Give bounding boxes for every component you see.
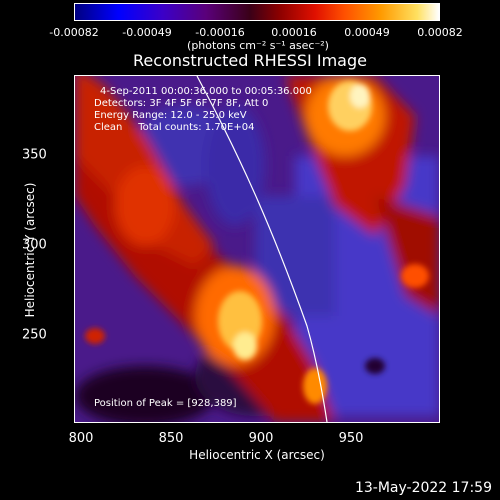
y-tick-label: 250 <box>22 327 47 343</box>
rhessi-image <box>74 75 440 423</box>
y-tick-label: 350 <box>22 147 47 163</box>
colorbar <box>74 3 440 21</box>
colorbar-tick-label: -0.00016 <box>195 26 245 39</box>
colorbar-tick-label: -0.00082 <box>49 26 99 39</box>
y-axis-label: Heliocentric Y (arcsec) <box>23 182 37 318</box>
image-title: Reconstructed RHESSI Image <box>133 51 367 70</box>
x-tick-label: 850 <box>158 431 184 446</box>
colorbar-tick-label: -0.00049 <box>122 26 172 39</box>
colorbar-units: (photons cm⁻² s⁻¹ asec⁻²) <box>187 39 329 52</box>
y-tick-label: 300 <box>22 237 47 253</box>
x-tick-label: 900 <box>248 431 274 446</box>
x-tick-label: 950 <box>338 431 364 446</box>
time-range-text: 4-Sep-2011 00:00:36.000 to 00:05:36.000 <box>100 86 312 97</box>
rhessi-image-heatmap <box>75 76 439 422</box>
x-axis-label: Heliocentric X (arcsec) <box>189 448 325 462</box>
energy-range-text: Energy Range: 12.0 - 25.0 keV <box>94 110 247 121</box>
clean-counts-text: Clean Total counts: 1.70E+04 <box>94 122 255 133</box>
generation-timestamp: 13-May-2022 17:59 <box>354 480 492 496</box>
colorbar-tick-label: 0.00082 <box>417 26 463 39</box>
colorbar-tick-label: 0.00049 <box>344 26 390 39</box>
colorbar-tick-label: 0.00016 <box>271 26 317 39</box>
colorbar-gradient <box>75 4 439 20</box>
solar-limb-line <box>196 76 328 422</box>
peak-position-text: Position of Peak = [928,389] <box>94 398 237 409</box>
x-tick-label: 800 <box>68 431 94 446</box>
detectors-text: Detectors: 3F 4F 5F 6F 7F 8F, Att 0 <box>94 98 269 109</box>
